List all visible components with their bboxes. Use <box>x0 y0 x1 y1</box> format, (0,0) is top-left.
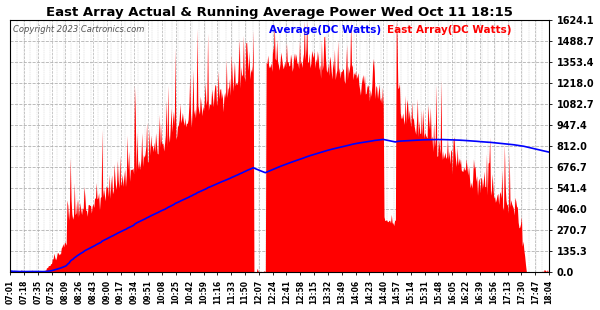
Text: Copyright 2023 Cartronics.com: Copyright 2023 Cartronics.com <box>13 25 144 34</box>
Title: East Array Actual & Running Average Power Wed Oct 11 18:15: East Array Actual & Running Average Powe… <box>46 6 513 19</box>
Text: Average(DC Watts): Average(DC Watts) <box>269 25 381 35</box>
Text: East Array(DC Watts): East Array(DC Watts) <box>388 25 512 35</box>
